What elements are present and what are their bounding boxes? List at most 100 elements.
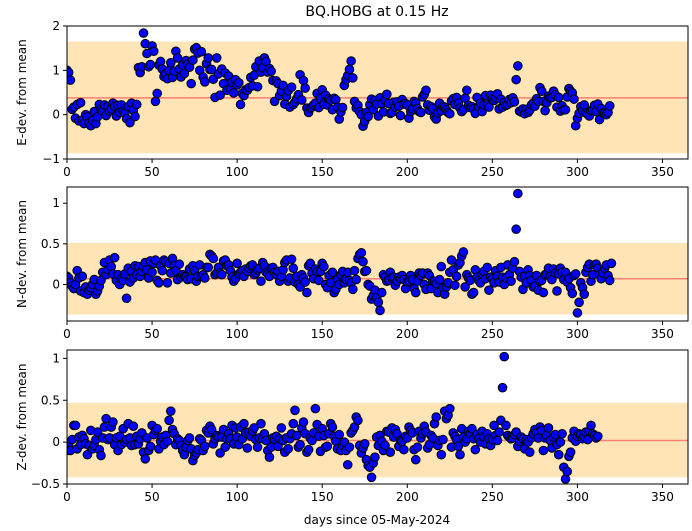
data-point [586,420,596,431]
data-point [509,97,520,107]
data-point [349,265,360,276]
data-point [154,278,164,288]
data-point [395,110,406,121]
data-point [382,89,392,100]
data-point [574,297,584,308]
data-point [499,351,510,362]
x-tick-label: 100 [226,490,249,504]
y-tick-label: 1 [52,351,60,365]
data-point [538,445,549,456]
data-point [373,297,384,308]
y-tick-label: 1 [52,196,60,210]
data-point [234,77,244,88]
data-point [327,267,338,278]
data-point [431,412,442,422]
data-point [557,428,567,439]
data-point [206,64,217,75]
data-point [203,53,214,63]
data-point [376,287,387,298]
data-point [152,88,162,99]
data-point [128,421,139,432]
data-point [436,261,447,272]
y-tick-label: −1 [42,152,60,166]
data-point [410,287,421,298]
data-point [552,286,562,296]
x-tick-label: 200 [396,327,419,341]
data-point [606,258,617,269]
data-point [208,253,219,264]
data-point [130,111,140,122]
data-point [152,423,162,434]
x-tick-label: 250 [481,490,504,504]
x-tick-label: 100 [226,327,249,341]
y-axis-label: E-dev. from mean [15,39,29,145]
data-point [361,265,372,276]
y-axis-label: N-dev. from mean [15,200,29,308]
data-point [445,403,455,414]
data-point [567,288,578,299]
data-point [322,441,333,452]
x-tick-label: 0 [63,490,71,504]
data-point [460,282,470,292]
data-point [203,262,214,273]
data-point [157,265,168,276]
data-point [356,247,367,258]
y-tick-label: −0.5 [31,477,60,491]
data-point [334,429,345,440]
data-point [511,224,521,235]
data-point [484,102,494,112]
data-point [228,88,239,98]
x-tick-label: 0 [63,327,71,341]
data-point [399,444,409,455]
data-point [165,58,176,68]
data-point [232,258,242,269]
data-point [108,417,118,427]
data-point [235,99,246,110]
data-point [239,418,249,429]
data-point [286,254,297,265]
x-tick-label: 300 [566,327,589,341]
x-tick-label: 150 [311,327,334,341]
data-point [165,406,176,416]
plot-frame [66,25,689,160]
y-tick-label: 2 [52,19,60,33]
data-point [283,444,293,454]
data-point [604,101,615,111]
data-point [458,247,469,257]
data-point [489,420,499,431]
data-point [288,418,299,429]
y-tick-label: 0.5 [41,393,60,407]
data-point [215,90,225,100]
x-tick-label: 250 [481,327,504,341]
data-point [249,423,259,433]
data-point [296,95,307,105]
data-point [140,454,151,464]
data-point [70,420,81,431]
data-point [560,104,571,115]
data-point [380,440,390,451]
data-point [569,94,579,104]
data-point [200,441,210,452]
data-point [562,466,573,477]
data-point [264,452,275,463]
data-points [67,28,615,131]
data-point [351,274,362,285]
x-tick-label: 50 [144,490,159,504]
data-point [358,256,368,267]
panel-n: 0 50 100 150 200 250 300 350 0 0.5 1 N-dev. from me… [15,186,689,341]
data-point [319,261,329,272]
data-point [538,287,549,298]
data-point [291,430,302,441]
data-point [346,56,356,66]
y-tick-label: 0 [52,435,60,449]
data-point [147,267,157,278]
data-point [288,263,299,274]
data-point [359,439,370,449]
data-point [484,285,494,295]
data-point [543,423,554,433]
data-point [290,405,300,416]
x-tick-label: 350 [651,327,674,341]
